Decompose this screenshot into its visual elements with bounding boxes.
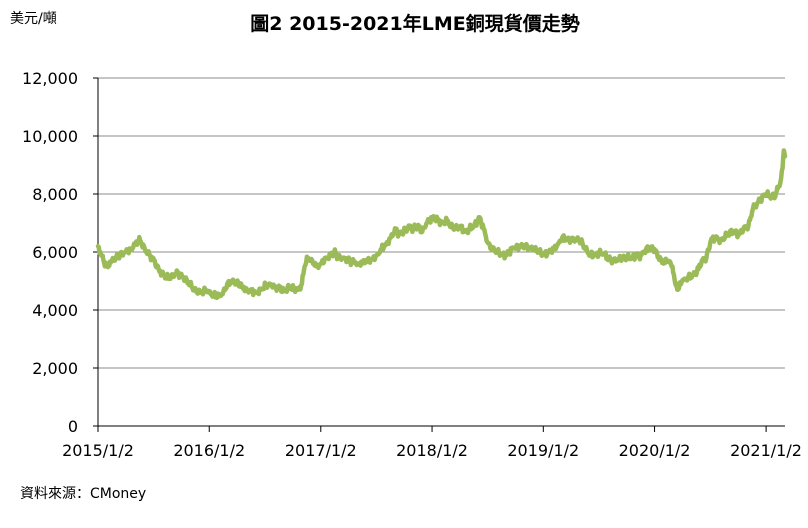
x-tick-label: 2021/1/2 [730, 441, 802, 460]
y-tick-label: 2,000 [32, 359, 78, 378]
y-tick-label: 6,000 [32, 243, 78, 262]
source-note: 資料來源：CMoney [20, 486, 146, 502]
y-tick-label: 12,000 [22, 69, 78, 88]
x-tick-label: 2019/1/2 [507, 441, 579, 460]
y-tick-label: 0 [68, 417, 78, 436]
series-line-copper-price [95, 148, 788, 301]
chart-title: 圖2 2015-2021年LME銅現貨價走勢 [250, 12, 579, 35]
x-axis-ticks: 2015/1/2 2016/1/2 2017/1/2 2018/1/2 2019/1/2… [62, 426, 802, 460]
gridlines [98, 77, 785, 369]
y-tick-label: 10,000 [22, 127, 78, 146]
x-tick-label: 2017/1/2 [285, 441, 357, 460]
y-axis-ticks: 0 2,000 4,000 6,000 8,000 10,000 12,000 [22, 69, 98, 436]
x-tick-label: 2020/1/2 [619, 441, 691, 460]
y-tick-label: 8,000 [32, 185, 78, 204]
x-tick-label: 2015/1/2 [62, 441, 134, 460]
x-tick-label: 2016/1/2 [173, 441, 245, 460]
x-tick-label: 2018/1/2 [396, 441, 468, 460]
y-unit-label: 美元/噸 [10, 11, 57, 27]
y-tick-label: 4,000 [32, 301, 78, 320]
